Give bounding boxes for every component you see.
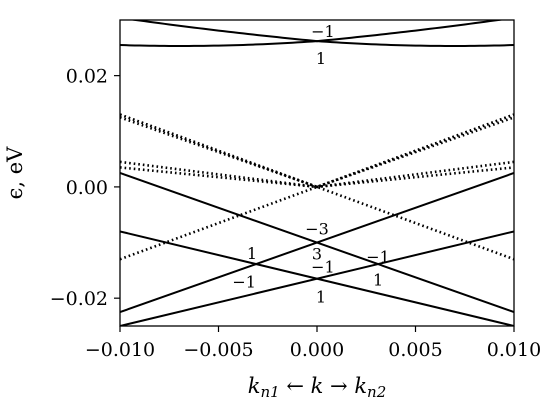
annotation-layer: −11−33−11−1−111 bbox=[232, 22, 390, 306]
y-tick-label: 0.00 bbox=[66, 177, 108, 199]
series-line-7 bbox=[120, 116, 514, 189]
series-line-11 bbox=[120, 113, 514, 261]
band-annotation: 3 bbox=[312, 245, 322, 264]
y-tick-label: 0.02 bbox=[66, 66, 108, 88]
band-annotation: 1 bbox=[316, 288, 326, 307]
y-tick-label: −0.02 bbox=[50, 288, 108, 310]
band-annotation: 1 bbox=[373, 270, 383, 289]
series-line-10 bbox=[120, 113, 514, 261]
band-annotation: −1 bbox=[311, 257, 335, 276]
series-line-3 bbox=[120, 172, 514, 314]
series-line-9 bbox=[120, 166, 514, 189]
x-tick-label: 0.000 bbox=[290, 339, 344, 361]
ticks-layer: −0.010 −0.005 0.000 0.005 0.010 −0.02 0.00 0.02 bbox=[50, 66, 541, 361]
band-annotation: −1 bbox=[366, 247, 390, 266]
series-line-5 bbox=[120, 230, 514, 326]
x-tick-label: 0.010 bbox=[487, 339, 541, 361]
band-annotation: −1 bbox=[311, 22, 335, 41]
band-annotation: −3 bbox=[305, 220, 329, 239]
band-annotation: 1 bbox=[247, 244, 257, 263]
band-annotation: −1 bbox=[232, 272, 256, 291]
x-tick-label: −0.010 bbox=[85, 339, 155, 361]
y-axis-label: ϵ, eV bbox=[3, 146, 27, 200]
x-tick-label: −0.005 bbox=[183, 339, 253, 361]
series-line-6 bbox=[120, 113, 514, 189]
series-layer bbox=[120, 20, 514, 326]
x-axis-label: kn1 ← k → kn2 bbox=[248, 374, 387, 401]
x-tick-label: 0.005 bbox=[388, 339, 442, 361]
band-annotation: 1 bbox=[316, 49, 326, 68]
series-line-1 bbox=[120, 40, 514, 47]
